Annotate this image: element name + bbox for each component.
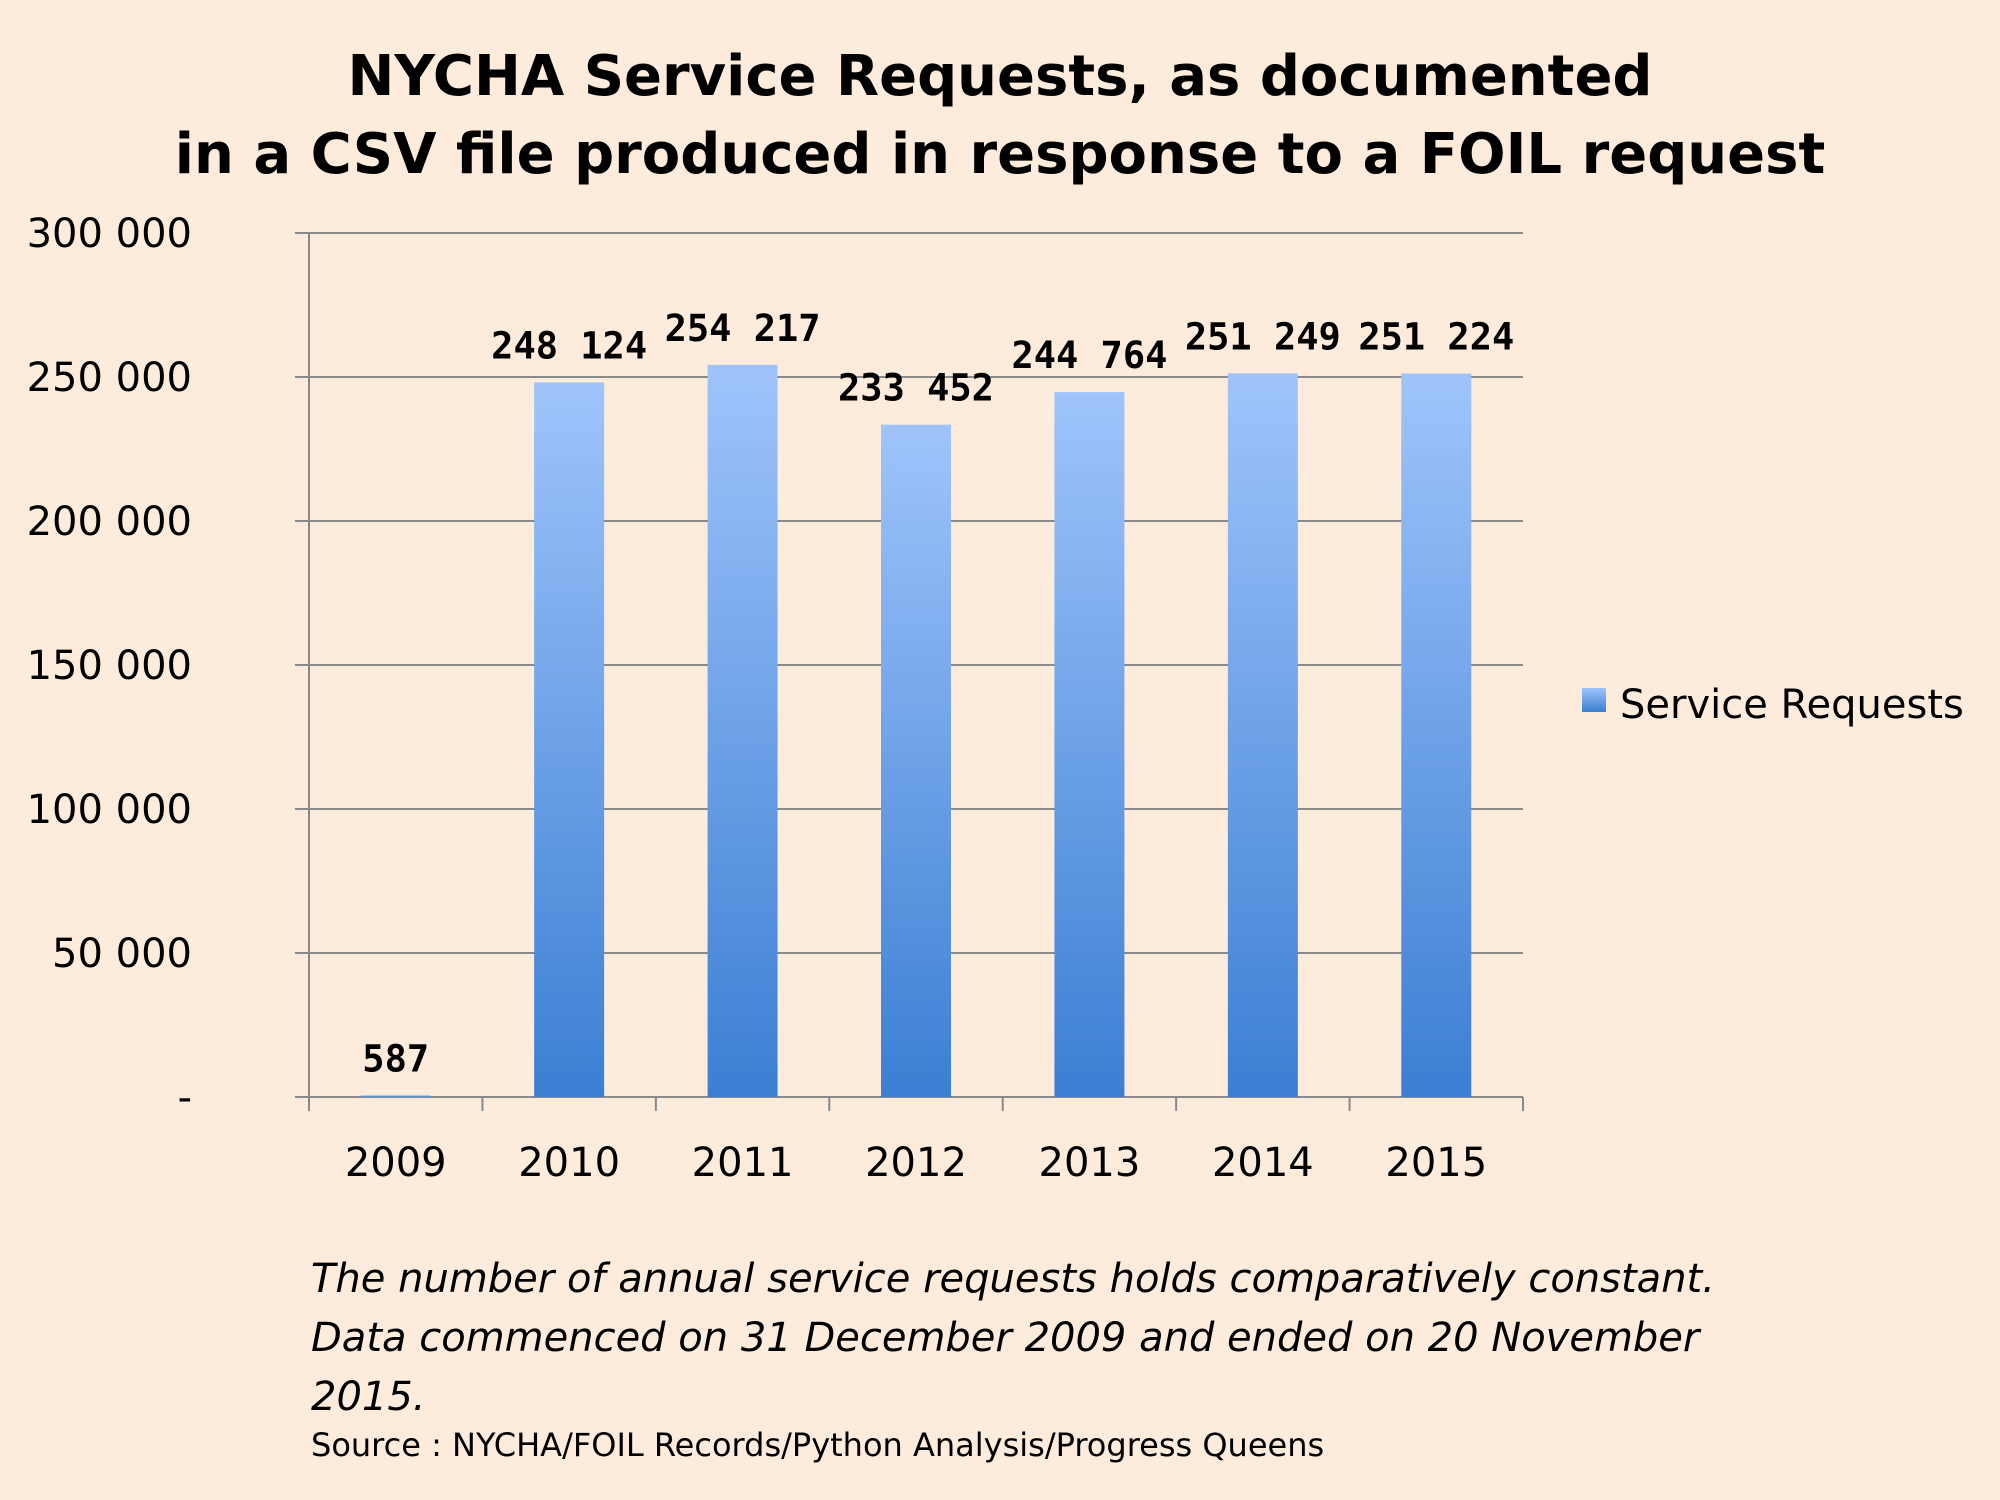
x-tick-label-2013: 2013 xyxy=(1039,1140,1141,1186)
bar-2013 xyxy=(1054,392,1125,1097)
y-tick-label: 50 000 xyxy=(52,931,192,977)
legend-swatch-service-requests xyxy=(1582,688,1606,712)
bar-chart: - 50 000 100 000 150 000 200 000 250 000 300 0… xyxy=(27,211,1964,1186)
bar-2009 xyxy=(360,1095,431,1097)
chart-caption: The number of annual service requests ho… xyxy=(311,1256,1715,1420)
legend: Service Requests xyxy=(1582,682,1964,728)
x-tick-label-2015: 2015 xyxy=(1385,1140,1487,1186)
legend-label-service-requests: Service Requests xyxy=(1620,682,1964,728)
y-tick-label: 300 000 xyxy=(27,211,192,257)
bar-2010 xyxy=(534,382,605,1097)
bar-2014 xyxy=(1227,373,1298,1097)
y-tick-label: 100 000 xyxy=(27,787,192,833)
bar-2011 xyxy=(707,364,778,1097)
data-label-2012: 233 452 xyxy=(838,367,994,410)
y-tick-label: 200 000 xyxy=(27,499,192,545)
data-labels: 587 248 124 254 217 233 452 244 764 251 249 25… xyxy=(362,307,1514,1080)
y-tick-label: 250 000 xyxy=(27,355,192,401)
y-tick-label: - xyxy=(178,1075,192,1121)
y-axis: - 50 000 100 000 150 000 200 000 250 000 300 0… xyxy=(27,211,310,1121)
x-tick-label-2011: 2011 xyxy=(692,1140,794,1186)
data-label-2009: 587 xyxy=(362,1037,429,1080)
chart-title-line-1: NYCHA Service Requests, as documented xyxy=(347,44,1653,109)
x-tick-label-2009: 2009 xyxy=(345,1140,447,1186)
y-tick-label: 150 000 xyxy=(27,643,192,689)
data-label-2015: 251 224 xyxy=(1358,315,1514,358)
bar-2015 xyxy=(1401,373,1472,1098)
chart-title: NYCHA Service Requests, as documented in… xyxy=(0,38,2000,194)
data-label-2013: 244 764 xyxy=(1011,334,1167,377)
x-tick-label-2010: 2010 xyxy=(518,1140,620,1186)
source-note: Source : NYCHA/FOIL Records/Python Analy… xyxy=(311,1426,1325,1464)
data-label-2011: 254 217 xyxy=(665,307,821,350)
x-axis: 2009 2010 2011 2012 2013 2014 2015 xyxy=(308,1097,1524,1186)
x-tick-label-2014: 2014 xyxy=(1212,1140,1314,1186)
x-tick-label-2012: 2012 xyxy=(865,1140,967,1186)
data-label-2014: 251 249 xyxy=(1185,315,1341,358)
bars xyxy=(360,364,1472,1098)
bar-2012 xyxy=(881,424,951,1098)
chart-title-line-2: in a CSV file produced in response to a … xyxy=(174,122,1826,187)
data-label-2010: 248 124 xyxy=(491,324,647,367)
